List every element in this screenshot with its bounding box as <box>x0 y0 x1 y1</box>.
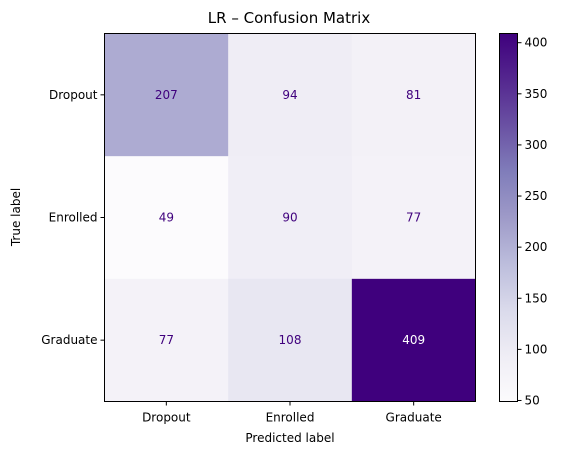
x-tick-label: Graduate <box>386 411 442 425</box>
y-axis-ticks: Dropout Enrolled Graduate <box>41 88 105 347</box>
colorbar-tick-label: 300 <box>525 138 548 152</box>
heatmap-cell <box>228 33 353 157</box>
cell-value-label: 81 <box>406 88 421 102</box>
cell-value-label: 207 <box>155 88 178 102</box>
y-tick-label: Dropout <box>49 88 98 102</box>
heatmap-cell <box>351 33 476 157</box>
y-tick-label: Enrolled <box>49 211 98 225</box>
heatmap-cell <box>351 156 476 280</box>
colorbar-tick-label: 250 <box>525 189 548 203</box>
cell-value-label: 409 <box>402 333 425 347</box>
cell-value-label: 77 <box>159 333 174 347</box>
heatmap-cell <box>104 156 229 280</box>
x-tick-label: Enrolled <box>266 411 315 425</box>
cell-value-label: 94 <box>282 88 297 102</box>
colorbar-tick-label: 150 <box>525 291 548 305</box>
heatmap-cell <box>228 278 353 402</box>
heatmap-cells: 207 94 81 49 90 77 77 108 409 <box>104 33 476 402</box>
colorbar-tick-label: 200 <box>525 240 548 254</box>
colorbar-ticks: 50 100 150 200 250 300 350 400 <box>517 36 548 407</box>
cell-value-label: 49 <box>159 211 174 225</box>
colorbar-tick-label: 400 <box>525 36 548 50</box>
colorbar-tick-label: 50 <box>525 393 540 407</box>
colorbar <box>499 33 518 402</box>
heatmap-cell <box>228 156 353 280</box>
heatmap-cell <box>351 278 476 402</box>
chart-title: LR – Confusion Matrix <box>208 9 371 27</box>
y-tick-label: Graduate <box>41 333 97 347</box>
colorbar-tick-label: 350 <box>525 87 548 101</box>
cell-value-label: 108 <box>279 333 302 347</box>
x-axis-label: Predicted label <box>245 431 334 445</box>
heatmap-cell <box>104 33 229 157</box>
heatmap-cell <box>104 278 229 402</box>
y-axis-label: True label <box>9 188 23 247</box>
x-tick-label: Dropout <box>142 411 191 425</box>
cell-value-label: 90 <box>282 211 297 225</box>
cell-value-label: 77 <box>406 211 421 225</box>
colorbar-tick-label: 100 <box>525 342 548 356</box>
x-axis-ticks: Dropout Enrolled Graduate <box>142 401 442 425</box>
